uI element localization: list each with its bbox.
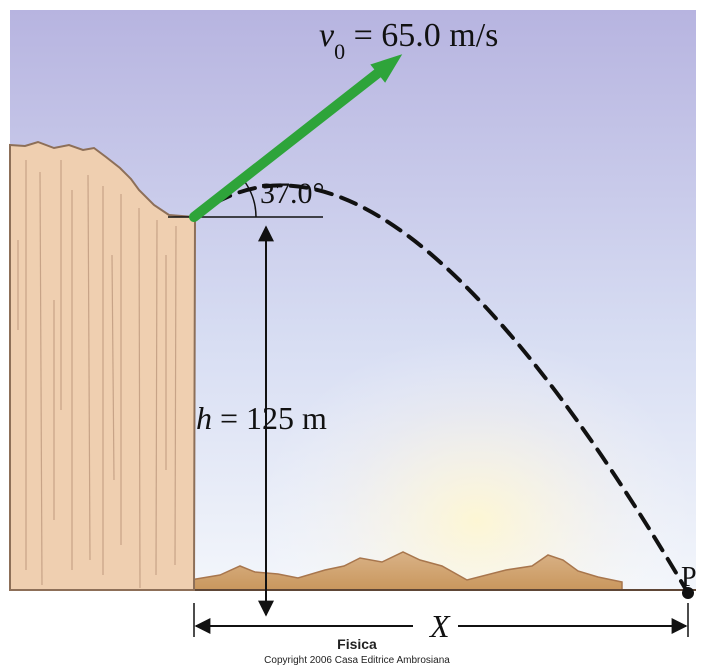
distance-label: X: [428, 608, 451, 644]
point-label: P: [681, 562, 697, 593]
angle-label: 37.0°: [260, 177, 325, 210]
height-symbol: h: [196, 400, 212, 436]
distant-mountains: [189, 551, 623, 591]
cliff-texture: [17, 160, 177, 589]
landing-point: [682, 587, 694, 599]
angle-arc: [244, 181, 257, 218]
velocity-subscript: 0: [334, 39, 345, 64]
height-label: h = 125 m: [196, 400, 327, 436]
velocity-value: = 65.0 m/s: [345, 17, 498, 54]
velocity-arrow-head: [370, 54, 403, 83]
credit-copyright: Copyright 2006 Casa Editrice Ambrosiana: [264, 655, 450, 666]
velocity-label: v0 = 65.0 m/s: [319, 17, 498, 64]
credit-title: Fisica: [337, 636, 377, 652]
height-value: = 125 m: [212, 400, 327, 436]
velocity-symbol: v: [319, 17, 335, 54]
velocity-arrow-shaft: [189, 68, 383, 222]
